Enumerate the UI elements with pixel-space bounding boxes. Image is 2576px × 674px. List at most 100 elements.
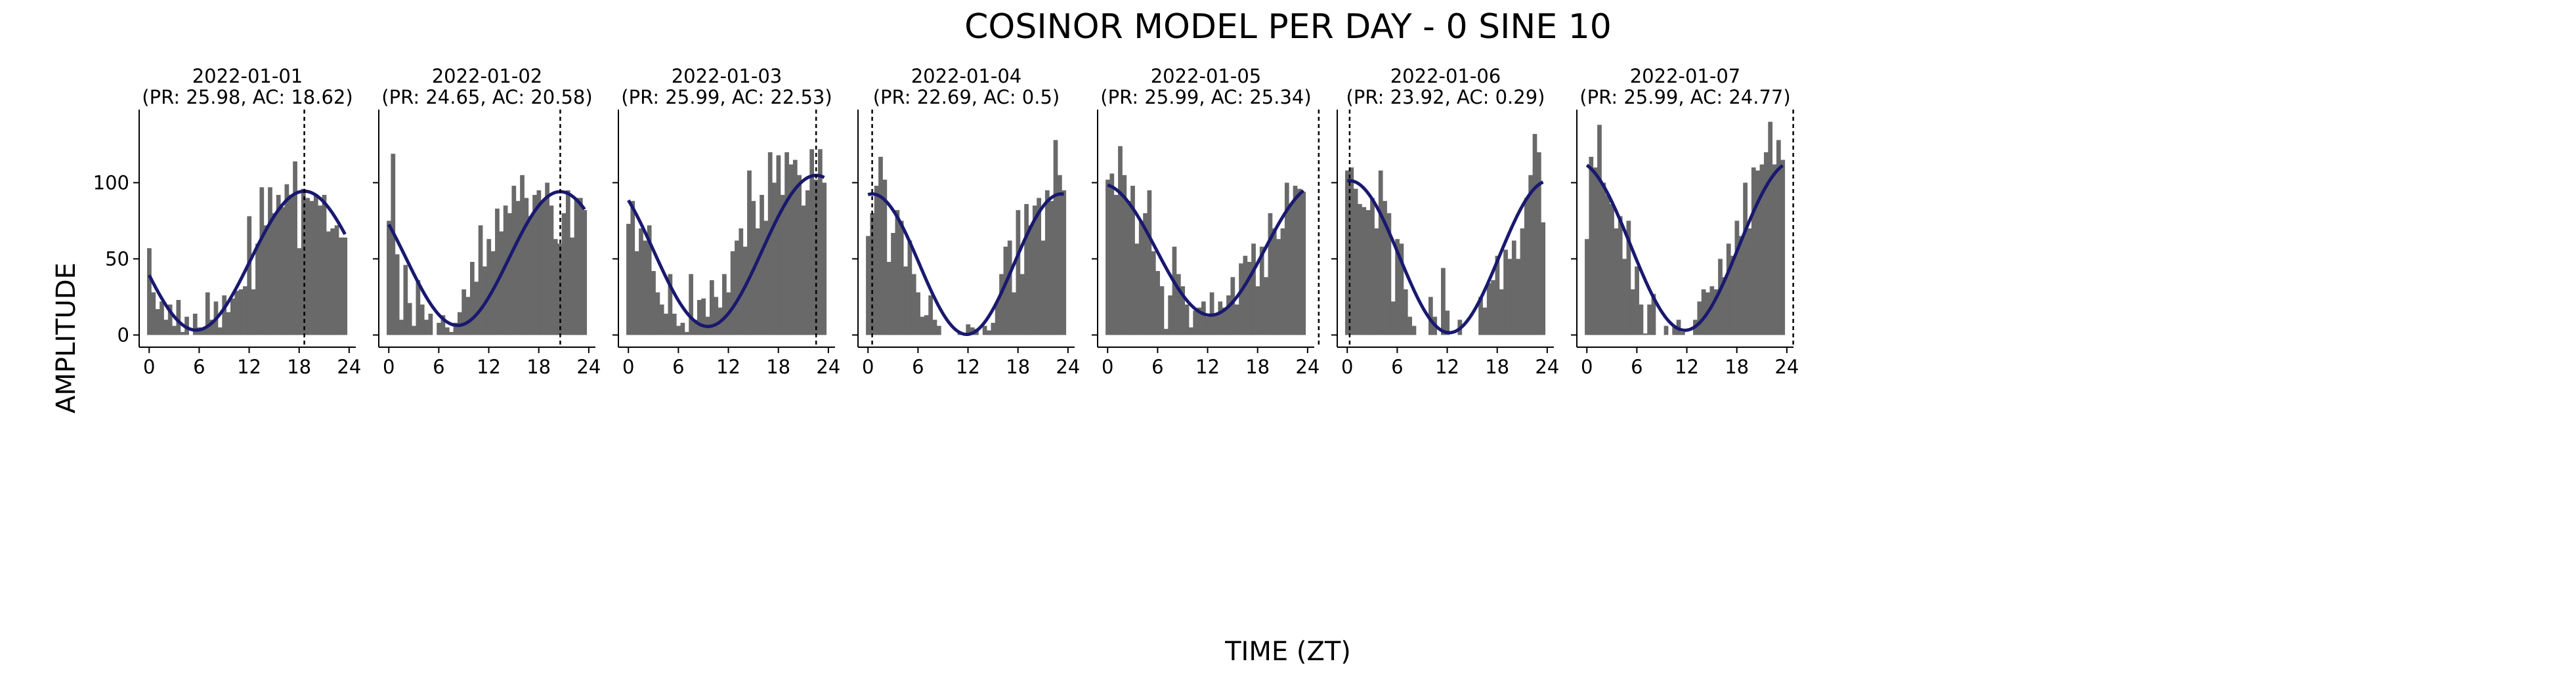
data-bar [1143, 213, 1148, 335]
panel-stats-subtitle: (PR: 23.92, AC: 0.29) [1346, 86, 1545, 108]
x-tick-label: 12 [237, 356, 261, 378]
data-bar [784, 152, 789, 335]
data-bar [735, 240, 739, 335]
data-bar [1601, 182, 1606, 335]
data-bar [428, 313, 433, 335]
cosinor-fit-line [148, 189, 347, 332]
data-bar [1605, 194, 1610, 335]
data-bar [1230, 277, 1235, 335]
data-bar [797, 175, 802, 335]
panel-stats-subtitle: (PR: 24.65, AC: 20.58) [381, 86, 592, 108]
data-bar [419, 305, 425, 335]
data-bar [1407, 316, 1412, 335]
data-bar [403, 264, 408, 335]
data-bar [288, 194, 293, 335]
data-bar [474, 282, 479, 335]
data-bar [1697, 301, 1702, 335]
data-bar [882, 179, 888, 335]
data-bar [391, 154, 396, 335]
data-bar [1259, 246, 1264, 335]
data-bar [1445, 310, 1450, 335]
data-bar [222, 295, 227, 335]
panel-stats-subtitle: (PR: 25.99, AC: 22.53) [621, 86, 832, 108]
data-bar [1630, 289, 1635, 335]
data-bar [1243, 255, 1248, 335]
data-bar [1365, 210, 1371, 335]
data-bar [1172, 246, 1177, 335]
data-bar [338, 237, 343, 335]
data-bar [536, 190, 542, 335]
data-bar [176, 300, 181, 335]
data-bar [209, 320, 214, 335]
data-bar [259, 187, 265, 335]
data-bar [511, 186, 517, 335]
data-bar [1293, 186, 1298, 335]
data-bar [1345, 170, 1350, 335]
data-bar [643, 240, 648, 335]
data-bar [201, 329, 206, 335]
data-bar [1664, 326, 1669, 335]
x-tick-label: 6 [912, 356, 924, 378]
data-bar [1007, 240, 1012, 335]
data-bar [1738, 236, 1744, 335]
data-bar [272, 213, 277, 335]
data-bar [1020, 274, 1025, 335]
data-bar [251, 289, 256, 335]
data-bar [1028, 225, 1033, 335]
data-bar [499, 231, 504, 335]
data-bar [395, 254, 400, 335]
x-tick-label: 24 [816, 356, 840, 378]
data-bar [742, 246, 748, 335]
data-bar [1541, 222, 1546, 335]
data-bar [776, 155, 781, 335]
data-bar [1495, 255, 1500, 335]
data-bar [1163, 329, 1169, 335]
data-bar [247, 216, 252, 335]
data-bar [255, 243, 260, 335]
data-bar [226, 312, 231, 335]
data-bar [1441, 268, 1446, 335]
x-tick-label: 6 [1391, 356, 1403, 378]
data-bar [309, 201, 314, 335]
x-tick-label: 18 [1006, 356, 1030, 378]
data-bar [532, 194, 537, 335]
data-bar [1151, 251, 1156, 335]
data-bar [1647, 305, 1652, 335]
cosinor-fit-line [627, 173, 825, 328]
data-bar [507, 213, 512, 335]
data-bar [399, 320, 404, 335]
data-bar [982, 326, 987, 335]
data-bar [936, 326, 941, 335]
data-bar [437, 322, 441, 335]
data-bar [1593, 167, 1598, 335]
data-bar [886, 262, 891, 335]
x-tick-label: 18 [526, 356, 551, 378]
data-bar [1272, 228, 1277, 335]
data-bar [326, 231, 331, 335]
x-tick-label: 24 [1535, 356, 1559, 378]
data-bar [966, 324, 971, 335]
data-bar [1585, 239, 1589, 335]
data-bar [1747, 228, 1752, 335]
data-bar [903, 266, 908, 335]
data-bar [1284, 182, 1289, 335]
data-bar [1362, 207, 1367, 335]
data-bar [1734, 221, 1740, 335]
data-bar [1147, 190, 1152, 335]
data-bar [866, 236, 870, 335]
data-bar [689, 274, 693, 335]
data-bar [1597, 125, 1602, 335]
data-bar [676, 326, 681, 335]
data-bar [1718, 259, 1723, 335]
data-bar [469, 262, 475, 335]
data-bar [330, 228, 335, 335]
data-bar [276, 194, 281, 335]
data-bar [788, 164, 794, 335]
data-bar [1118, 146, 1123, 335]
x-tick-label: 18 [1725, 356, 1749, 378]
data-bar [1134, 243, 1140, 335]
x-tick-label: 18 [1485, 356, 1509, 378]
data-bar [1222, 307, 1227, 335]
data-bar [1159, 286, 1165, 335]
data-bar [714, 297, 719, 335]
